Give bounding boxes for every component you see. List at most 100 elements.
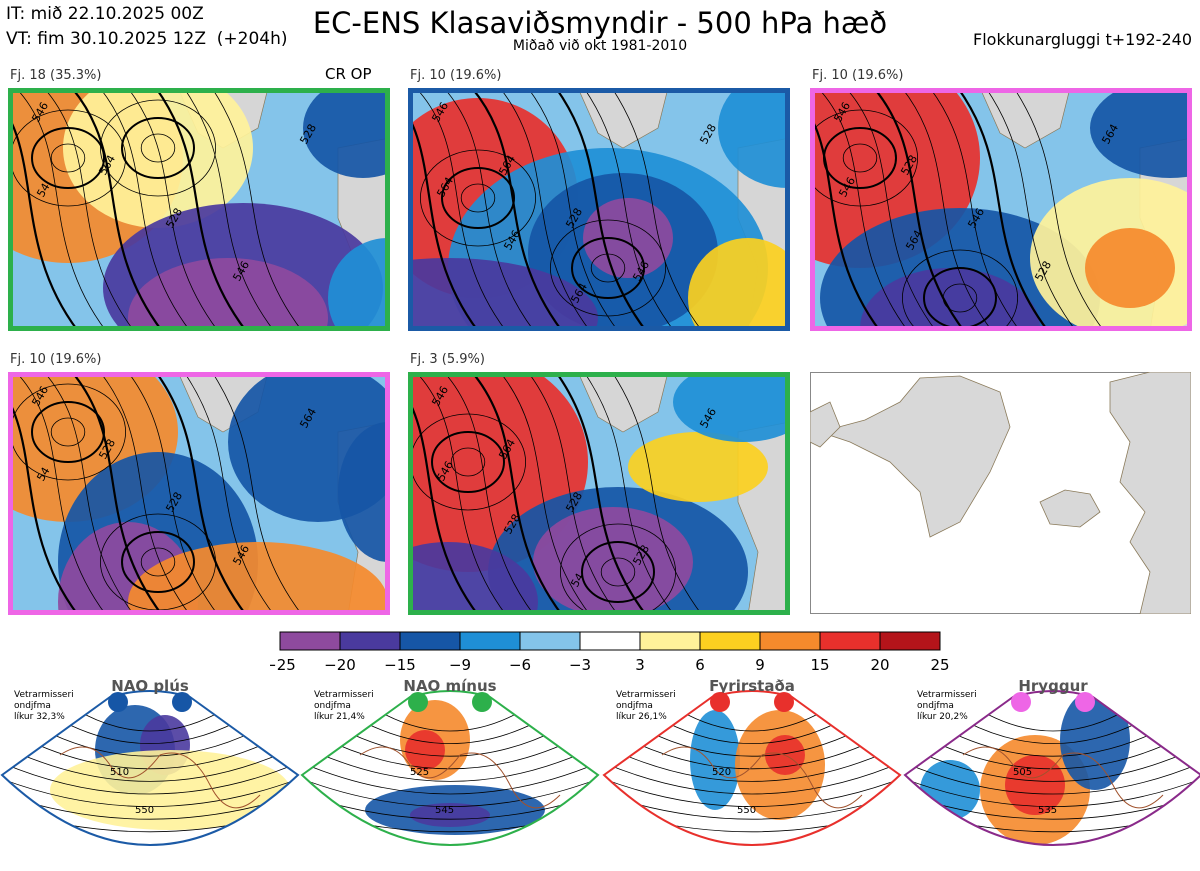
height-contour: [450, 447, 486, 477]
colorbar-tick-label: 25: [930, 656, 949, 674]
regime-description: ondjfma: [616, 701, 653, 711]
anomaly-area: [688, 238, 790, 331]
height-contour: [499, 372, 591, 615]
regime-contour: [41, 728, 259, 757]
height-contour: [43, 88, 135, 331]
contour-label: 54: [34, 181, 52, 200]
height-contour: [571, 237, 645, 299]
regime-name: Fyrirstaða: [709, 677, 795, 695]
anomaly-area: [673, 372, 790, 442]
regime-marker-dot: [774, 692, 794, 712]
regime-outline: [0, 690, 300, 846]
regime-marker-dot: [710, 692, 730, 712]
regime-outline: [300, 690, 600, 846]
regime-contour-label: 505: [1013, 767, 1032, 778]
regime-contour: [988, 714, 1118, 732]
height-contour: [957, 88, 1049, 331]
panel-label: Fj. 10 (19.6%): [10, 352, 102, 367]
regime-contour: [18, 735, 282, 770]
colorbar-tick-label: −25: [270, 656, 296, 674]
height-contour: [581, 541, 655, 603]
colorbar: −25 −20 −15 −9 −6 −3 3 6 9 15 20 25: [270, 631, 950, 674]
regime-contour: [604, 749, 900, 795]
classification-window: Flokkunargluggi t+192-240: [973, 30, 1192, 49]
regime-name: Hryggur: [1018, 677, 1088, 695]
regime-contour: [604, 770, 900, 833]
contour-label: 54: [568, 571, 586, 590]
colorbar-swatch: [279, 631, 341, 651]
regime-marker-dot: [472, 692, 492, 712]
regime-contour-label: 520: [712, 767, 731, 778]
anomaly-area: [628, 432, 768, 502]
regime-description: Vetrarmisseri: [917, 690, 977, 700]
regime-anomaly: [405, 730, 445, 770]
regime-anomaly: [690, 710, 740, 810]
regime-border: [408, 88, 790, 331]
regime-description: líkur 26,1%: [616, 712, 667, 722]
anomaly-area: [718, 88, 790, 188]
regime-contour: [620, 735, 884, 770]
colorbar-tick-label: 15: [810, 656, 829, 674]
height-contour: [408, 113, 479, 331]
regime-contour-label: 525: [410, 767, 429, 778]
regime-contour: [905, 763, 1200, 820]
height-contour: [929, 88, 1021, 331]
regime-anomaly: [50, 750, 290, 830]
regime-contour: [302, 749, 598, 795]
height-contour: [842, 143, 878, 173]
height-contour: [611, 88, 703, 331]
height-contour: [50, 417, 86, 447]
anomaly-area: [303, 88, 390, 178]
regime-contour: [921, 735, 1185, 770]
colorbar-tick-label: −9: [449, 656, 471, 674]
anomaly-area: [1090, 88, 1192, 178]
colorbar-swatch: [639, 631, 701, 651]
height-contour: [99, 372, 191, 615]
colorbar-swatch: [579, 631, 641, 651]
regime-name: NAO mínus: [403, 677, 497, 695]
height-contour: [611, 372, 703, 615]
regime-contour: [85, 714, 215, 732]
height-contour: [810, 113, 881, 331]
regime-contour: [966, 721, 1140, 744]
land-mass: [979, 88, 1071, 149]
colorbar-tick-label: −6: [509, 656, 531, 674]
regime-contour: [341, 728, 559, 757]
height-contour: [555, 88, 647, 331]
height-contour: [460, 183, 496, 213]
regime-contour: [2, 770, 298, 833]
anomaly-area: [63, 88, 253, 228]
regime-border: [408, 372, 790, 615]
height-contour: [985, 88, 1077, 331]
regime-outline: [903, 690, 1200, 846]
regime-contour: [643, 728, 861, 757]
anomaly-area: [583, 198, 673, 278]
regime-marker-dot: [108, 692, 128, 712]
colorbar-tick-label: 3: [635, 656, 645, 674]
regime-contour: [2, 763, 298, 820]
height-contour: [31, 401, 105, 463]
regime-description: ondjfma: [917, 701, 954, 711]
regime-contour: [687, 714, 817, 732]
height-contour: [549, 219, 666, 317]
anomaly-area: [408, 542, 538, 615]
height-contour: [590, 253, 626, 283]
land-mass: [577, 372, 669, 433]
height-contour: [8, 397, 79, 615]
height-contour: [499, 88, 591, 331]
colorbar-tick-label: −20: [324, 656, 356, 674]
regime-anomaly: [1060, 691, 1130, 790]
regime-contour: [302, 742, 598, 782]
land-mass: [577, 88, 669, 149]
regime-contour: [302, 770, 598, 833]
coastline: [661, 746, 863, 809]
regime-description: ondjfma: [314, 701, 351, 711]
regime-contour: [2, 742, 298, 782]
regime-description: Vetrarmisseri: [616, 690, 676, 700]
regime-marker-dot: [172, 692, 192, 712]
colorbar-swatch: [459, 631, 521, 651]
regime-description: Vetrarmisseri: [314, 690, 374, 700]
regime-contour: [604, 763, 900, 820]
